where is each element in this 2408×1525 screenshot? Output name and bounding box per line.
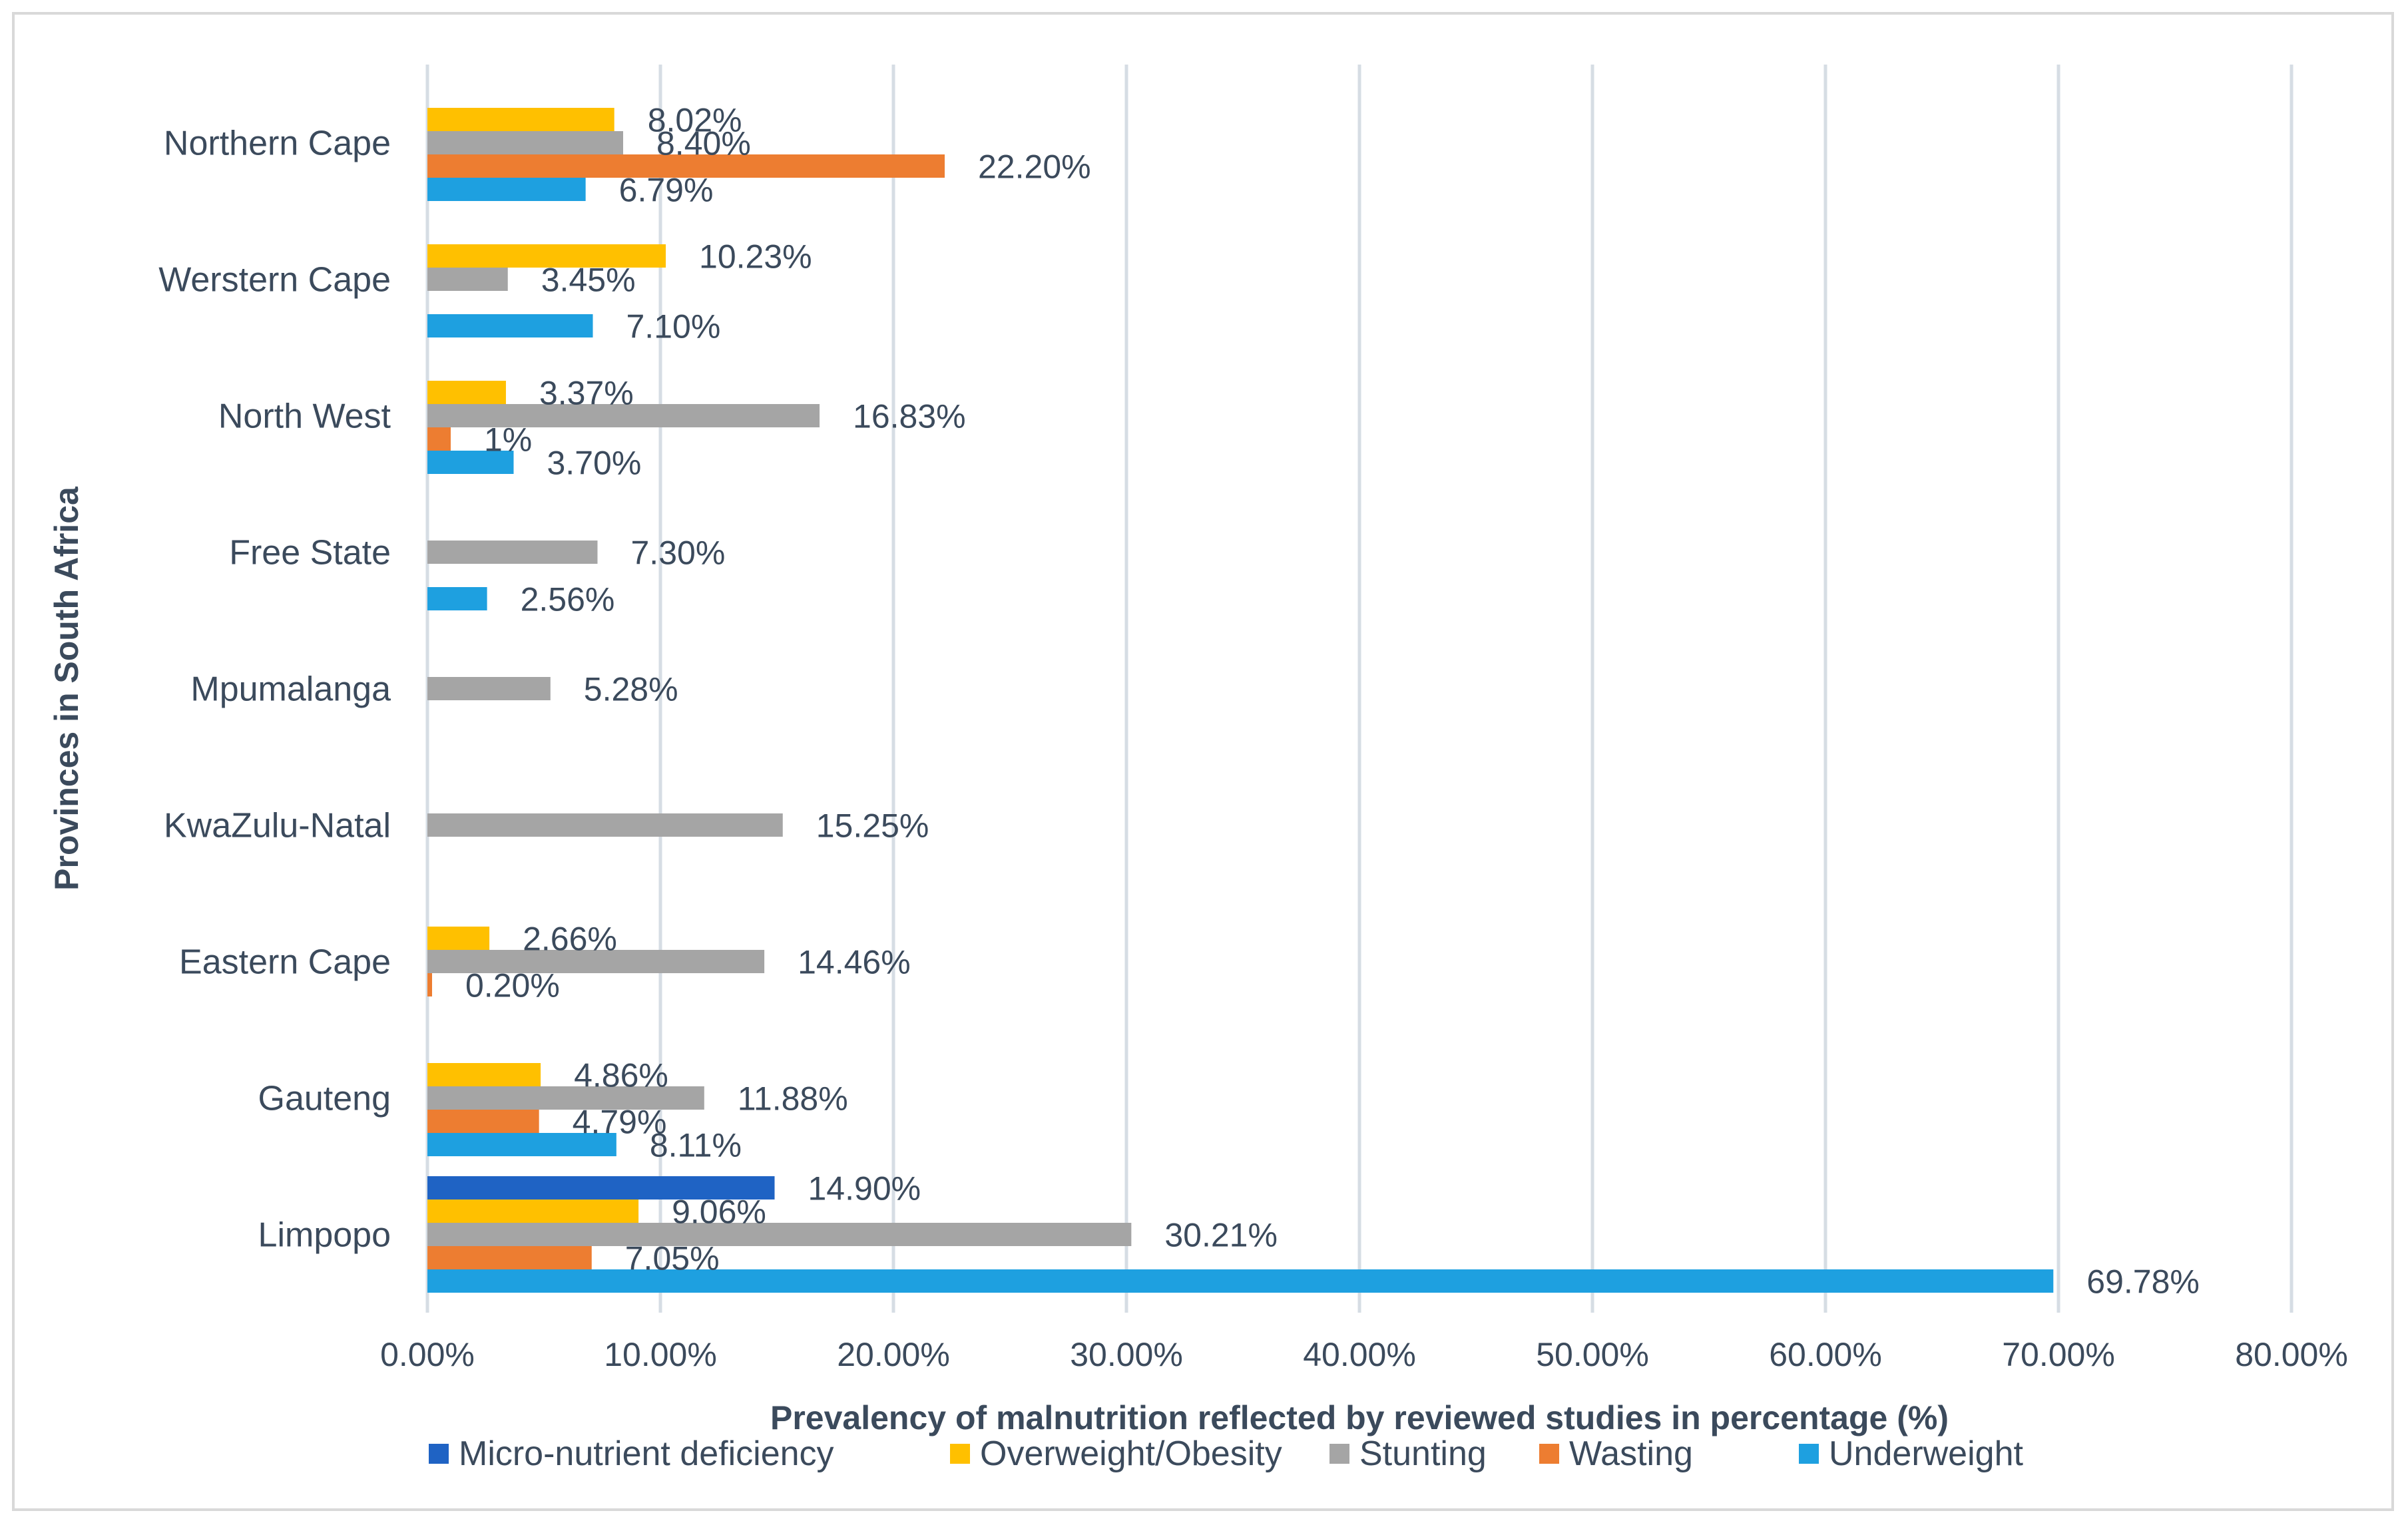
bar-stunting	[427, 131, 623, 154]
y-axis-title: Provinces in South Africa	[48, 486, 85, 891]
category-label: Northern Cape	[164, 124, 391, 163]
legend: Micro-nutrient deficiency Overweight/Obes…	[429, 1434, 2023, 1473]
bar-wasting	[427, 973, 432, 996]
x-tick-label: 0.00%	[380, 1336, 475, 1373]
x-tick-label: 10.00%	[604, 1336, 717, 1373]
value-axis: 0.00% 10.00% 20.00% 30.00% 40.00% 50.00% 60.00…	[380, 1336, 2348, 1373]
data-label: 7.10%	[626, 308, 721, 345]
data-labels: 8.02%8.40% 22.20% 6.79% 10.23% 3.45% 7.10% 3.3…	[465, 102, 2200, 1301]
bar-micro-nutrient-deficiency	[427, 1176, 775, 1199]
data-label: 14.90%	[808, 1170, 921, 1207]
bar-wasting	[427, 1246, 592, 1269]
data-label: 3.37%	[539, 375, 634, 412]
bar-stunting	[427, 677, 551, 700]
legend-label: Overweight/Obesity	[980, 1434, 1282, 1473]
chart-frame: 8.02% 8.40% 22.20% 6.79% 10.23% 3.45% 7.10% 3.3…	[12, 12, 2394, 1511]
x-tick-label: 60.00%	[1769, 1336, 1882, 1373]
data-label: 3.70%	[547, 445, 642, 482]
data-label: 8.40%	[656, 125, 751, 162]
x-tick-label: 30.00%	[1070, 1336, 1183, 1373]
bar-underweight	[427, 314, 593, 337]
legend-swatch	[1329, 1444, 1349, 1464]
bar-wasting	[427, 154, 945, 178]
x-axis-title: Prevalency of malnutrition reflected by …	[770, 1399, 1949, 1436]
data-label: 2.56%	[521, 581, 615, 618]
bar-overweight-obesity	[427, 1063, 541, 1086]
bar-stunting	[427, 268, 508, 291]
category-label: Free State	[229, 534, 391, 572]
bar-stunting	[427, 404, 820, 427]
category-axis: Northern Cape Werstern Cape North West Free…	[158, 124, 391, 1255]
data-label: 8.02%	[648, 102, 742, 139]
bar-stunting	[427, 1223, 1132, 1246]
data-label: 69.78%	[2086, 1263, 2200, 1301]
bar-underweight	[427, 587, 487, 610]
category-label: Gauteng	[258, 1080, 391, 1118]
x-tick-label: 40.00%	[1303, 1336, 1416, 1373]
data-label: 10.23%	[699, 238, 812, 276]
category-label: North West	[218, 397, 391, 436]
data-label: 22.20%	[978, 148, 1091, 186]
bar-underweight	[427, 1133, 616, 1156]
data-label: 3.45%	[541, 262, 636, 299]
data-label: 5.28%	[584, 671, 678, 708]
category-label: KwaZulu-Natal	[164, 807, 391, 845]
bar-overweight-obesity	[427, 1199, 639, 1223]
data-label: 7.05%	[625, 1240, 720, 1277]
legend-swatch	[429, 1444, 449, 1464]
legend-label: Wasting	[1569, 1434, 1693, 1473]
gridlines	[425, 65, 2293, 1313]
bar-stunting	[427, 1086, 704, 1110]
malnutrition-bar-chart: 8.02%8.40% 22.20% 6.79% 10.23% 3.45% 7.10% 3.3…	[48, 65, 2348, 1473]
x-tick-label: 20.00%	[837, 1336, 950, 1373]
data-label: 7.30%	[631, 535, 726, 572]
legend-label: Stunting	[1359, 1434, 1487, 1473]
bar-stunting	[427, 813, 783, 837]
legend-swatch	[1539, 1444, 1559, 1464]
data-label: 4.86%	[574, 1057, 668, 1094]
category-label: Eastern Cape	[179, 943, 391, 982]
legend-swatch	[950, 1444, 970, 1464]
data-label: 11.88%	[738, 1080, 848, 1118]
category-label: Mpumalanga	[190, 670, 391, 709]
category-label: Limpopo	[258, 1216, 391, 1255]
data-label: 14.46%	[798, 944, 911, 981]
data-label: 30.21%	[1164, 1217, 1278, 1254]
bar-overweight-obesity	[427, 381, 506, 404]
x-tick-label: 70.00%	[2002, 1336, 2115, 1373]
data-label: 1%	[484, 421, 532, 459]
bars	[427, 108, 2054, 1293]
data-label: 2.66%	[523, 921, 617, 958]
x-tick-label: 80.00%	[2235, 1336, 2348, 1373]
bar-underweight	[427, 451, 514, 474]
x-tick-label: 50.00%	[1536, 1336, 1649, 1373]
legend-label: Micro-nutrient deficiency	[459, 1434, 834, 1473]
bar-wasting	[427, 1110, 539, 1133]
legend-label: Underweight	[1829, 1434, 2023, 1473]
data-label: 9.06%	[672, 1194, 766, 1231]
bar-stunting	[427, 541, 598, 564]
bar-overweight-obesity	[427, 927, 490, 950]
bar-wasting	[427, 427, 451, 451]
category-label: Werstern Cape	[158, 261, 391, 300]
data-label: 6.79%	[619, 172, 714, 209]
bar-underweight	[427, 178, 586, 201]
data-label: 8.11%	[650, 1127, 742, 1164]
data-label: 4.79%	[573, 1104, 667, 1141]
data-label: 0.20%	[465, 967, 560, 1004]
bar-underweight	[427, 1269, 2054, 1293]
bar-overweight-obesity	[427, 108, 614, 131]
bar-stunting	[427, 950, 765, 973]
data-label: 15.25%	[816, 807, 929, 845]
data-label: 16.83%	[853, 398, 966, 435]
legend-swatch	[1799, 1444, 1819, 1464]
bar-overweight-obesity	[427, 244, 666, 268]
